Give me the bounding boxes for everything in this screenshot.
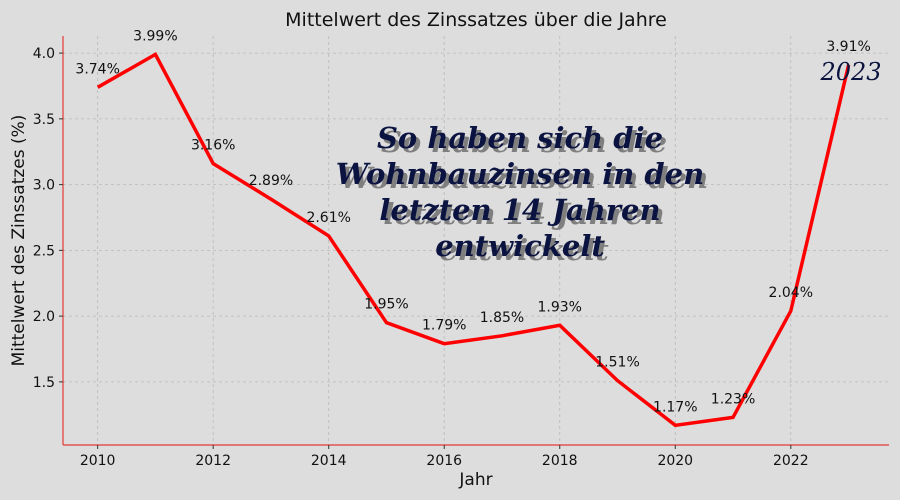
data-label: 3.16% xyxy=(191,138,235,154)
y-tick-label: 3.0 xyxy=(33,178,55,194)
chart-title: Mittelwert des Zinssatzes über die Jahre xyxy=(285,9,667,31)
data-label: 1.23% xyxy=(711,391,755,407)
data-label: 2.89% xyxy=(249,173,293,189)
overlay-text-line: entwickelt xyxy=(435,229,605,263)
data-label: 1.79% xyxy=(422,318,466,334)
data-label: 1.95% xyxy=(364,297,408,313)
data-label: 1.93% xyxy=(538,299,582,315)
y-tick-label: 2.0 xyxy=(33,309,55,325)
overlay-text-line: letzten 14 Jahren xyxy=(379,193,660,227)
data-label: 3.74% xyxy=(75,61,119,77)
y-tick-label: 1.5 xyxy=(33,375,55,391)
x-axis-label: Jahr xyxy=(458,470,492,490)
data-label: 2.04% xyxy=(769,285,813,301)
year-badge: 2023 xyxy=(819,58,881,86)
x-tick-label: 2022 xyxy=(773,453,809,469)
overlay-text-line: Wohnbauzinsen in den xyxy=(336,157,704,191)
overlay-text-shadow: So haben sich die xyxy=(381,125,667,159)
x-tick-label: 2012 xyxy=(195,453,231,469)
data-label: 3.99% xyxy=(133,28,177,44)
y-axis-label: Mittelwert des Zinssatzes (%) xyxy=(9,115,29,367)
overlay-text-line: So haben sich die xyxy=(377,121,663,155)
x-tick-label: 2016 xyxy=(426,453,462,469)
y-tick-label: 4.0 xyxy=(33,46,55,62)
data-label: 3.91% xyxy=(826,39,870,55)
series-line xyxy=(96,51,851,428)
x-tick-label: 2010 xyxy=(80,453,116,469)
data-label: 1.51% xyxy=(595,355,639,371)
x-tick-label: 2018 xyxy=(542,453,578,469)
data-label: 1.85% xyxy=(480,310,524,326)
overlay-text-shadow: entwickelt xyxy=(439,233,609,267)
overlay-text-shadow: Wohnbauzinsen in den xyxy=(340,161,708,195)
x-tick-label: 2020 xyxy=(657,453,693,469)
y-tick-label: 3.5 xyxy=(33,112,55,128)
overlay-text-shadow: letzten 14 Jahren xyxy=(383,197,664,231)
x-tick-label: 2014 xyxy=(311,453,347,469)
data-label: 1.17% xyxy=(653,399,697,415)
data-label: 2.61% xyxy=(306,210,350,226)
y-tick-label: 2.5 xyxy=(33,243,55,259)
